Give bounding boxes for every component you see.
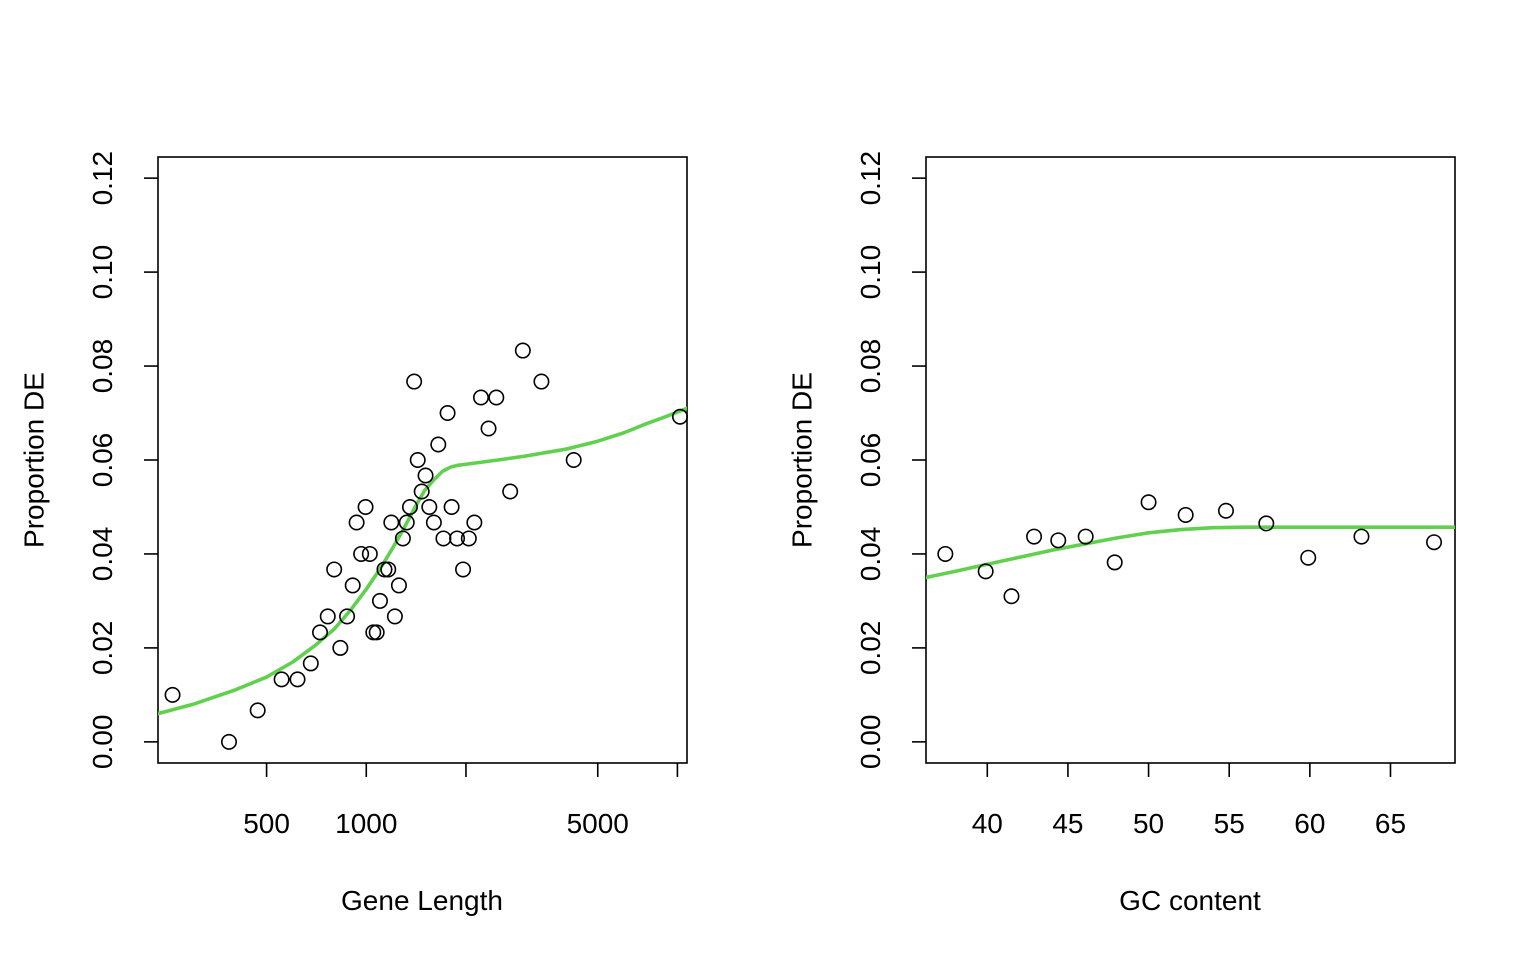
data-point [221,733,238,750]
data-point [365,624,382,641]
y-tick-label: 0.10 [87,245,118,300]
data-point [977,563,994,580]
data-point [312,624,329,641]
y-tick-label: 0.08 [855,339,886,394]
data-point [480,420,497,437]
data-point [1426,534,1443,551]
plot-frame [157,156,688,764]
data-point [409,451,426,468]
y-tick-label: 0.08 [87,339,118,394]
data-point [371,592,388,609]
data-point [376,561,393,578]
data-point [1353,528,1370,545]
data-point [380,561,397,578]
y-tick-label: 0.12 [87,151,118,206]
y-axis-title: Proportion DE [18,372,49,548]
data-point [398,514,415,531]
data-point [455,561,472,578]
data-point [339,608,356,625]
data-point [353,545,370,562]
y-tick-label: 0.10 [855,245,886,300]
data-point [1258,515,1275,532]
data-point [348,514,365,531]
data-point [421,498,438,515]
data-point [417,467,434,484]
data-point [472,389,489,406]
data-point [361,545,378,562]
data-point [425,514,442,531]
x-tick-label: 60 [1294,808,1325,839]
data-point [273,671,290,688]
gene-length-panel: 0.00 0.02 0.04 0.06 0.08 0.10 0.12 500 1000 5000 G… [18,151,689,916]
data-point [430,436,447,453]
x-tick-label: 5000 [567,808,629,839]
plot-frame [925,156,1456,764]
data-point [368,624,385,641]
data-point [1217,502,1234,519]
x-axis-title: Gene Length [341,885,503,916]
data-point [460,530,477,547]
data-point [383,514,400,531]
y-tick-label: 0.02 [855,621,886,676]
data-point [435,530,452,547]
data-point [386,608,403,625]
x-tick-label: 40 [972,808,1003,839]
data-point [565,451,582,468]
y-tick-label: 0.02 [87,621,118,676]
data-point [1077,528,1094,545]
y-tick-label: 0.00 [855,715,886,770]
data-point [302,655,319,672]
x-tick-label: 65 [1375,808,1406,839]
data-point [164,686,181,703]
data-point [357,498,374,515]
data-point [1300,549,1317,566]
data-point [344,577,361,594]
data-point [1140,494,1157,511]
data-point [319,608,336,625]
y-tick-label: 0.00 [87,715,118,770]
data-point [449,530,466,547]
x-tick-label: 1000 [335,808,397,839]
data-point [1026,528,1043,545]
y-axis-title: Proportion DE [786,372,817,548]
data-point [413,483,430,500]
data-point [326,561,343,578]
fitted-curve [926,525,1455,580]
y-tick-label: 0.06 [87,433,118,488]
data-point [394,530,411,547]
data-point [390,577,407,594]
data-point [401,498,418,515]
x-tick-label: 50 [1133,808,1164,839]
data-point [466,514,483,531]
data-point [488,389,505,406]
fitted-curve [158,406,687,716]
x-tick-label: 500 [243,808,290,839]
data-point [937,545,954,562]
data-point [439,405,456,422]
data-point [672,408,689,425]
x-tick-label: 55 [1214,808,1245,839]
data-point [514,342,531,359]
y-tick-label: 0.12 [855,151,886,206]
data-point [502,483,519,500]
data-point [1106,554,1123,571]
x-tick-label: 45 [1052,808,1083,839]
gc-content-panel: 0.00 0.02 0.04 0.06 0.08 0.10 0.12 40 45 50 55 60 65… [786,151,1456,916]
x-axis-title: GC content [1119,885,1261,916]
data-point [249,702,266,719]
y-tick-label: 0.06 [855,433,886,488]
data-point [332,639,349,656]
data-point [289,671,306,688]
data-point [1050,532,1067,549]
data-point [1177,506,1194,523]
y-tick-label: 0.04 [855,527,886,582]
data-point [406,373,423,390]
data-point [443,498,460,515]
y-tick-label: 0.04 [87,527,118,582]
data-point [1003,588,1020,605]
data-point [533,373,550,390]
